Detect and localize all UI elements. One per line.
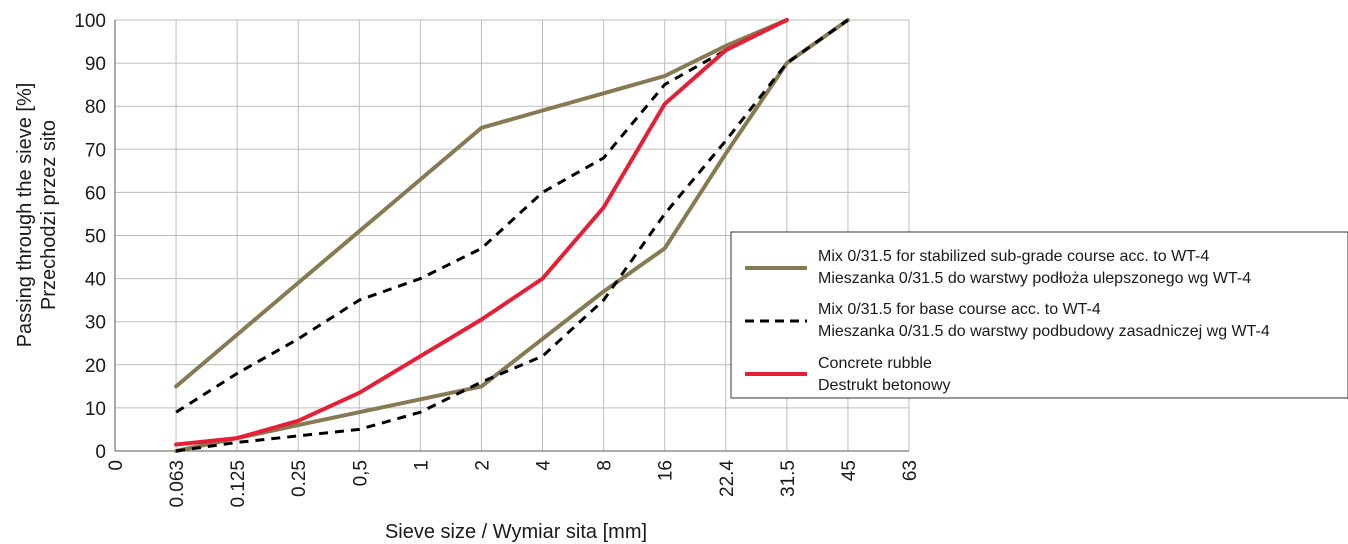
series-line-0 <box>174 18 789 389</box>
legend-label-base-course-en: Mix 0/31.5 for base course acc. to WT-4 <box>818 301 1101 318</box>
x-tick-label: 63 <box>900 460 921 481</box>
legend: Mix 0/31.5 for stabilized sub-grade cour… <box>730 231 1348 399</box>
legend-label-stabilized-subgrade-pl: Mieszanka 0/31.5 do warstwy podłoża ulep… <box>818 270 1251 287</box>
y-tick-label: 100 <box>74 11 106 32</box>
x-tick-label: 45 <box>839 460 860 481</box>
y-tick-label: 0 <box>95 442 106 463</box>
series-lines <box>174 18 850 453</box>
x-tick-label: 1 <box>411 460 432 471</box>
series-line-4 <box>174 18 789 447</box>
series-line-1 <box>174 18 850 453</box>
y-tick-label: 60 <box>85 183 106 204</box>
x-tick-label: 0,5 <box>350 460 371 486</box>
series-line-3 <box>175 18 849 453</box>
legend-label-base-course-pl: Mieszanka 0/31.5 do warstwy podbudowy za… <box>818 323 1270 340</box>
x-tick-labels: 0 0.063 0.125 0.25 0,5 1 2 4 8 16 22.4 31.5 45 63 <box>106 460 921 508</box>
y-tick-label: 40 <box>85 270 106 291</box>
y-tick-label: 50 <box>85 227 106 248</box>
legend-label-concrete-rubble-en: Concrete rubble <box>818 355 932 372</box>
y-tick-label: 20 <box>85 356 106 377</box>
legend-label-concrete-rubble-pl: Destrukt betonowy <box>818 377 951 394</box>
y-axis-title-line-2: Przechodzi przez sito <box>38 120 60 310</box>
y-tick-labels: 0 10 20 30 40 50 60 70 80 90 100 <box>74 11 106 463</box>
x-tick-label: 8 <box>595 460 616 471</box>
y-tick-label: 30 <box>85 313 106 334</box>
y-tick-label: 70 <box>85 140 106 161</box>
x-tick-label: 22.4 <box>717 460 738 497</box>
x-axis-title: Sieve size / Wymiar sita [mm] <box>385 521 647 543</box>
x-tick-label: 0.125 <box>228 460 249 508</box>
y-tick-label: 10 <box>85 399 106 420</box>
x-tick-label: 4 <box>534 460 555 471</box>
x-tick-label: 16 <box>656 460 677 481</box>
x-tick-label: 0 <box>106 460 127 471</box>
legend-box <box>730 231 1348 399</box>
y-tick-label: 80 <box>85 97 106 118</box>
series-line-2 <box>175 18 788 414</box>
x-tick-label: 0.063 <box>167 460 188 508</box>
x-tick-label: 0.25 <box>289 460 310 497</box>
x-tick-label: 31.5 <box>778 460 799 497</box>
y-axis-title-line-1: Passing through the sieve [%] <box>14 83 36 348</box>
y-tick-label: 90 <box>85 54 106 75</box>
x-tick-label: 2 <box>472 460 493 471</box>
legend-label-stabilized-subgrade-en: Mix 0/31.5 for stabilized sub-grade cour… <box>818 248 1209 265</box>
